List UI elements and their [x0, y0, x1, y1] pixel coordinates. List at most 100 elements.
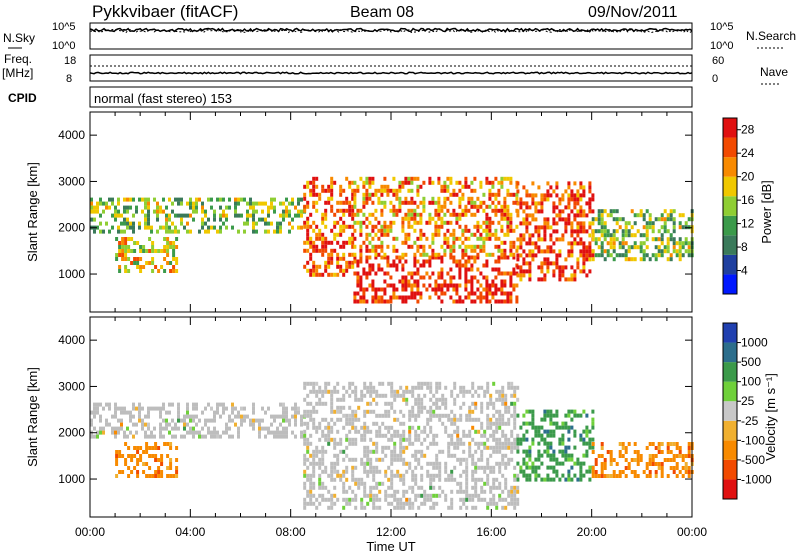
velocity-echo-cell — [483, 489, 487, 494]
velocity-echo-cell — [519, 425, 523, 430]
power-echo-cell — [494, 228, 498, 233]
power-echo-cell — [303, 204, 307, 209]
power-echo-cell — [627, 249, 631, 254]
power-echo-cell — [389, 228, 393, 233]
velocity-echo-cell — [387, 425, 391, 430]
velocity-echo-cell — [465, 485, 469, 490]
power-echo-cell — [434, 200, 438, 205]
velocity-echo-cell — [453, 417, 457, 422]
power-echo-cell — [419, 220, 423, 225]
power-echo-cell — [383, 176, 387, 181]
power-echo-cell — [237, 229, 240, 234]
velocity-echo-cell — [285, 414, 288, 419]
power-echo-cell — [345, 240, 349, 245]
power-echo-cell — [416, 188, 420, 193]
velocity-echo-cell — [136, 458, 140, 462]
velocity-echo-cell — [192, 402, 195, 407]
velocity-echo-cell — [636, 454, 640, 458]
power-echo-cell — [567, 181, 571, 186]
power-echo-cell — [407, 188, 411, 193]
velocity-echo-cell — [375, 433, 379, 438]
velocity-echo-cell — [321, 461, 325, 466]
velocity-echo-cell — [306, 493, 310, 498]
velocity-echo-cell — [154, 470, 158, 474]
velocity-echo-cell — [450, 477, 454, 482]
velocity-echo-cell — [402, 457, 406, 462]
power-echo-cell — [222, 221, 225, 226]
velocity-echo-cell — [468, 493, 472, 498]
velocity-echo-cell — [480, 425, 484, 430]
power-echo-cell — [582, 265, 586, 270]
velocity-echo-cell — [417, 409, 421, 414]
velocity-echo-cell — [657, 442, 661, 446]
power-echo-cell — [525, 217, 529, 222]
power-echo-cell — [645, 245, 649, 250]
power-echo-cell — [377, 228, 381, 233]
velocity-echo-cell — [291, 414, 294, 419]
power-echo-cell — [672, 237, 676, 242]
power-echo-cell — [639, 213, 643, 218]
power-echo-cell — [315, 176, 319, 181]
velocity-echo-cell — [492, 413, 496, 418]
power-echo-cell — [306, 236, 310, 241]
velocity-echo-cell — [570, 417, 574, 422]
velocity-echo-cell — [426, 493, 430, 498]
velocity-echo-cell — [588, 429, 592, 434]
velocity-echo-cell — [90, 422, 93, 427]
power-echo-cell — [207, 197, 210, 202]
power-echo-cell — [407, 244, 411, 249]
power-echo-cell — [588, 269, 592, 274]
power-echo-cell — [174, 213, 177, 218]
power-echo-cell — [389, 188, 393, 193]
velocity-echo-cell — [636, 462, 640, 466]
velocity-echo-cell — [345, 501, 349, 506]
power-echo-cell — [512, 244, 516, 249]
power-echo-cell — [519, 221, 523, 226]
power-echo-cell — [413, 252, 417, 257]
power-echo-cell — [500, 283, 504, 288]
velocity-echo-cell — [366, 401, 370, 406]
velocity-echo-cell — [507, 493, 511, 498]
velocity-echo-cell — [591, 409, 595, 414]
power-echo-cell — [449, 252, 453, 257]
power-echo-cell — [672, 241, 676, 246]
power-echo-cell — [321, 212, 325, 217]
power-echo-cell — [374, 188, 378, 193]
velocity-echo-cell — [267, 426, 270, 431]
power-echo-cell — [105, 201, 108, 206]
power-echo-cell — [509, 295, 513, 300]
velocity-echo-cell — [483, 481, 487, 486]
velocity-echo-cell — [477, 393, 481, 398]
power-echo-cell — [515, 192, 519, 197]
velocity-echo-cell — [384, 401, 388, 406]
power-echo-cell — [672, 217, 676, 222]
power-echo-cell — [127, 269, 131, 273]
power-echo-cell — [327, 200, 331, 205]
velocity-echo-cell — [130, 470, 134, 474]
velocity-echo-cell — [591, 417, 595, 422]
power-echo-cell — [443, 200, 447, 205]
power-echo-cell — [570, 265, 574, 270]
velocity-echo-cell — [312, 473, 316, 478]
power-echo-cell — [321, 252, 325, 257]
power-echo-cell — [431, 287, 435, 292]
power-echo-cell — [389, 220, 393, 225]
velocity-echo-cell — [93, 434, 96, 439]
velocity-echo-cell — [537, 433, 541, 438]
velocity-echo-cell — [189, 430, 192, 435]
velocity-echo-cell — [198, 430, 201, 435]
power-echo-cell — [642, 253, 646, 258]
power-echo-cell — [434, 255, 438, 260]
power-echo-cell — [374, 252, 378, 257]
power-echo-cell — [470, 188, 474, 193]
power-echo-cell — [300, 209, 303, 214]
power-echo-cell — [189, 201, 192, 206]
power-echo-cell — [440, 283, 444, 288]
velocity-echo-cell — [390, 501, 394, 506]
power-echo-cell — [351, 180, 355, 185]
power-echo-cell — [93, 229, 96, 234]
power-echo-cell — [306, 248, 310, 253]
power-echo-cell — [558, 265, 562, 270]
power-echo-cell — [306, 180, 310, 185]
velocity-echo-cell — [471, 461, 475, 466]
